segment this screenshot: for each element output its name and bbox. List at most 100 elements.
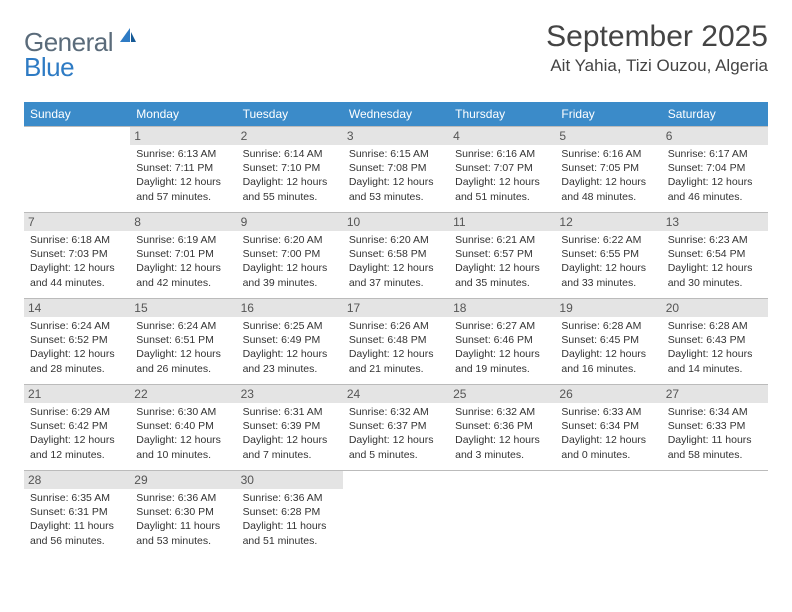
sunrise-text: Sunrise: 6:16 AM [455, 147, 549, 161]
sunset-text: Sunset: 7:04 PM [668, 161, 762, 175]
calendar-day-cell: 2 Sunrise: 6:14 AMSunset: 7:10 PMDaylight… [237, 127, 343, 213]
day-header: Friday [555, 102, 661, 127]
day-info: Sunrise: 6:16 AMSunset: 7:05 PMDaylight:… [561, 147, 655, 204]
calendar-week-row: 7Sunrise: 6:18 AMSunset: 7:03 PMDaylight… [24, 213, 768, 299]
sunrise-text: Sunrise: 6:28 AM [561, 319, 655, 333]
daylight-text: Daylight: 12 hours and 10 minutes. [136, 433, 230, 461]
daylight-text: Daylight: 11 hours and 56 minutes. [30, 519, 124, 547]
day-info: Sunrise: 6:18 AMSunset: 7:03 PMDaylight:… [30, 233, 124, 290]
day-info: Sunrise: 6:36 AMSunset: 6:30 PMDaylight:… [136, 491, 230, 548]
sunset-text: Sunset: 6:49 PM [243, 333, 337, 347]
day-info: Sunrise: 6:20 AMSunset: 6:58 PMDaylight:… [349, 233, 443, 290]
month-title: September 2025 [546, 20, 768, 54]
sunset-text: Sunset: 6:55 PM [561, 247, 655, 261]
sunrise-text: Sunrise: 6:32 AM [349, 405, 443, 419]
day-info: Sunrise: 6:13 AMSunset: 7:11 PMDaylight:… [136, 147, 230, 204]
calendar-week-row: 21Sunrise: 6:29 AMSunset: 6:42 PMDayligh… [24, 385, 768, 471]
calendar-day-cell [555, 471, 661, 557]
daylight-text: Daylight: 12 hours and 0 minutes. [561, 433, 655, 461]
day-number: 26 [555, 385, 661, 403]
calendar-day-cell: 26 Sunrise: 6:33 AMSunset: 6:34 PMDayligh… [555, 385, 661, 471]
day-number: 12 [555, 213, 661, 231]
day-number: 11 [449, 213, 555, 231]
day-header: Tuesday [237, 102, 343, 127]
daylight-text: Daylight: 12 hours and 14 minutes. [668, 347, 762, 375]
daylight-text: Daylight: 12 hours and 30 minutes. [668, 261, 762, 289]
sunrise-text: Sunrise: 6:24 AM [136, 319, 230, 333]
daylight-text: Daylight: 12 hours and 53 minutes. [349, 175, 443, 203]
calendar-day-cell: 11Sunrise: 6:21 AMSunset: 6:57 PMDayligh… [449, 213, 555, 299]
day-info: Sunrise: 6:23 AMSunset: 6:54 PMDaylight:… [668, 233, 762, 290]
calendar-day-cell: 10 Sunrise: 6:20 AMSunset: 6:58 PMDayligh… [343, 213, 449, 299]
title-block: September 2025 Ait Yahia, Tizi Ouzou, Al… [546, 20, 768, 76]
daylight-text: Daylight: 12 hours and 16 minutes. [561, 347, 655, 375]
calendar-day-cell: 4Sunrise: 6:16 AMSunset: 7:07 PMDaylight… [449, 127, 555, 213]
daylight-text: Daylight: 12 hours and 26 minutes. [136, 347, 230, 375]
calendar-day-cell: 28Sunrise: 6:35 AMSunset: 6:31 PMDayligh… [24, 471, 130, 557]
daylight-text: Daylight: 12 hours and 33 minutes. [561, 261, 655, 289]
day-info: Sunrise: 6:34 AMSunset: 6:33 PMDaylight:… [668, 405, 762, 462]
day-info: Sunrise: 6:32 AMSunset: 6:36 PMDaylight:… [455, 405, 549, 462]
sunset-text: Sunset: 7:08 PM [349, 161, 443, 175]
daylight-text: Daylight: 12 hours and 12 minutes. [30, 433, 124, 461]
day-info: Sunrise: 6:26 AMSunset: 6:48 PMDaylight:… [349, 319, 443, 376]
day-number: 14 [24, 299, 130, 317]
calendar-week-row: 1Sunrise: 6:13 AMSunset: 7:11 PMDaylight… [24, 127, 768, 213]
calendar-day-cell: 16Sunrise: 6:25 AMSunset: 6:49 PMDayligh… [237, 299, 343, 385]
sunset-text: Sunset: 7:10 PM [243, 161, 337, 175]
day-header: Sunday [24, 102, 130, 127]
day-number: 2 [237, 127, 343, 145]
calendar-day-cell: 13Sunrise: 6:23 AMSunset: 6:54 PMDayligh… [662, 213, 768, 299]
day-header: Thursday [449, 102, 555, 127]
logo-blue-wrap: Blue [24, 52, 74, 83]
sunset-text: Sunset: 6:28 PM [243, 505, 337, 519]
calendar-day-cell: 18 Sunrise: 6:27 AMSunset: 6:46 PMDayligh… [449, 299, 555, 385]
sunset-text: Sunset: 6:33 PM [668, 419, 762, 433]
calendar-day-cell [662, 471, 768, 557]
calendar-day-cell: 25Sunrise: 6:32 AMSunset: 6:36 PMDayligh… [449, 385, 555, 471]
day-number: 10 [343, 213, 449, 231]
calendar-day-cell: 30Sunrise: 6:36 AMSunset: 6:28 PMDayligh… [237, 471, 343, 557]
day-number: 28 [24, 471, 130, 489]
sunrise-text: Sunrise: 6:33 AM [561, 405, 655, 419]
sunset-text: Sunset: 7:05 PM [561, 161, 655, 175]
sunrise-text: Sunrise: 6:36 AM [243, 491, 337, 505]
sunrise-text: Sunrise: 6:22 AM [561, 233, 655, 247]
calendar-table: Sunday Monday Tuesday Wednesday Thursday… [24, 102, 768, 557]
sunset-text: Sunset: 6:31 PM [30, 505, 124, 519]
sunset-text: Sunset: 7:01 PM [136, 247, 230, 261]
daylight-text: Daylight: 12 hours and 28 minutes. [30, 347, 124, 375]
sunrise-text: Sunrise: 6:20 AM [349, 233, 443, 247]
day-number: 18 [449, 299, 555, 317]
day-info: Sunrise: 6:31 AMSunset: 6:39 PMDaylight:… [243, 405, 337, 462]
calendar-day-cell: 6Sunrise: 6:17 AMSunset: 7:04 PMDaylight… [662, 127, 768, 213]
sunset-text: Sunset: 6:46 PM [455, 333, 549, 347]
day-info: Sunrise: 6:29 AMSunset: 6:42 PMDaylight:… [30, 405, 124, 462]
sunset-text: Sunset: 6:51 PM [136, 333, 230, 347]
daylight-text: Daylight: 12 hours and 46 minutes. [668, 175, 762, 203]
day-info: Sunrise: 6:27 AMSunset: 6:46 PMDaylight:… [455, 319, 549, 376]
day-number: 17 [343, 299, 449, 317]
day-info: Sunrise: 6:33 AMSunset: 6:34 PMDaylight:… [561, 405, 655, 462]
sunrise-text: Sunrise: 6:15 AM [349, 147, 443, 161]
sunrise-text: Sunrise: 6:34 AM [668, 405, 762, 419]
calendar-day-cell: 12 Sunrise: 6:22 AMSunset: 6:55 PMDayligh… [555, 213, 661, 299]
sunset-text: Sunset: 7:00 PM [243, 247, 337, 261]
day-number: 3 [343, 127, 449, 145]
day-info: Sunrise: 6:17 AMSunset: 7:04 PMDaylight:… [668, 147, 762, 204]
sunrise-text: Sunrise: 6:29 AM [30, 405, 124, 419]
daylight-text: Daylight: 12 hours and 21 minutes. [349, 347, 443, 375]
sunset-text: Sunset: 6:54 PM [668, 247, 762, 261]
day-info: Sunrise: 6:14 AMSunset: 7:10 PMDaylight:… [243, 147, 337, 204]
day-number: 22 [130, 385, 236, 403]
day-info: Sunrise: 6:15 AMSunset: 7:08 PMDaylight:… [349, 147, 443, 204]
calendar-day-cell: 14Sunrise: 6:24 AMSunset: 6:52 PMDayligh… [24, 299, 130, 385]
sunrise-text: Sunrise: 6:20 AM [243, 233, 337, 247]
day-header: Saturday [662, 102, 768, 127]
calendar-day-cell: 23Sunrise: 6:31 AMSunset: 6:39 PMDayligh… [237, 385, 343, 471]
daylight-text: Daylight: 11 hours and 53 minutes. [136, 519, 230, 547]
calendar-day-cell: 24Sunrise: 6:32 AMSunset: 6:37 PMDayligh… [343, 385, 449, 471]
calendar-day-cell: 9Sunrise: 6:20 AMSunset: 7:00 PMDaylight… [237, 213, 343, 299]
calendar-day-cell: 7Sunrise: 6:18 AMSunset: 7:03 PMDaylight… [24, 213, 130, 299]
day-number: 16 [237, 299, 343, 317]
